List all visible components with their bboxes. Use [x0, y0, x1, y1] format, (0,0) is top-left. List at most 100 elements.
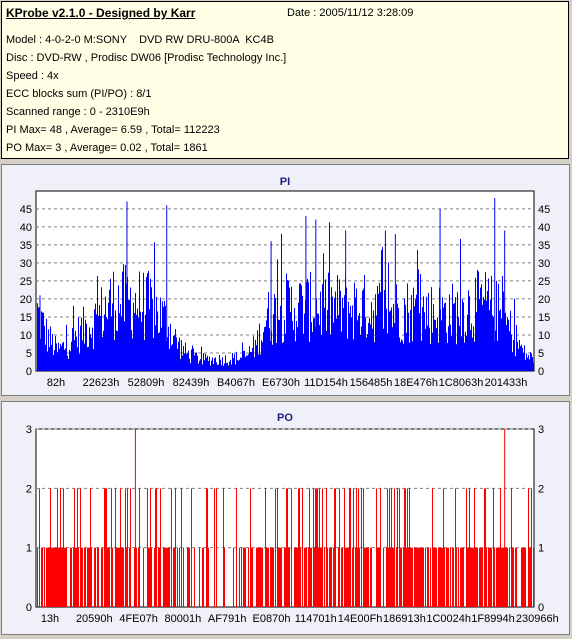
po-bar [484, 488, 485, 607]
po-bar [322, 488, 323, 607]
po-bar [245, 547, 246, 607]
po-bar [111, 488, 112, 607]
pi-bar [61, 346, 62, 371]
pi-bar [109, 289, 110, 371]
x-tick-label: 1F8994h [471, 613, 514, 625]
po-bar [52, 547, 53, 607]
pi-bar [174, 335, 175, 371]
pi-bar [407, 283, 408, 371]
pi-bar [87, 347, 88, 371]
pi-bar [172, 344, 173, 371]
pi-bar [520, 346, 521, 371]
pi-bar [335, 291, 336, 371]
po-bar [130, 488, 131, 607]
po-bar [257, 547, 258, 607]
pi-bar [213, 363, 214, 371]
po-bar [239, 547, 240, 607]
pi-bar [329, 222, 330, 371]
pi-bar [298, 302, 299, 371]
pi-bar [481, 284, 482, 371]
pi-bar [453, 303, 454, 371]
pi-bar [216, 362, 217, 371]
po-bar [367, 547, 368, 607]
pi-bar [522, 347, 523, 371]
po-bar [143, 547, 144, 607]
pi-bar [480, 287, 481, 371]
pi-bar [518, 348, 519, 371]
pi-bar [261, 340, 262, 371]
pi-chart: PI 0 0 5 5 10 10 15 15 20 20 25 25 30 30 35 35 40 40 45 45 82… [20, 176, 551, 389]
pi-bar [181, 340, 182, 371]
pi-bar [475, 277, 476, 371]
po-bar [376, 488, 377, 607]
pi-bar [224, 363, 225, 371]
x-tick-label: 1C0024h [426, 613, 471, 625]
po-bar [408, 547, 409, 607]
pi-bar [357, 320, 358, 371]
pi-bar [123, 264, 124, 371]
y-tick-label-right: 10 [538, 330, 550, 342]
pi-bar [98, 315, 99, 371]
po-bar [448, 547, 449, 607]
po-bar [489, 547, 490, 607]
po-bar [191, 488, 192, 607]
pi-bar [81, 317, 82, 371]
pi-bar [533, 362, 534, 371]
pi-bar [218, 364, 219, 371]
pi-bar [168, 326, 169, 371]
po-bar [380, 488, 381, 607]
po-bar [174, 547, 175, 607]
po-bar [516, 547, 517, 607]
pi-bar [195, 352, 196, 371]
po-bar [167, 547, 168, 607]
po-bars [37, 429, 534, 607]
po-bar [411, 547, 412, 607]
po-bar [383, 547, 384, 607]
po-bar [187, 547, 188, 607]
pi-bar [374, 342, 375, 371]
x-tick-label: 186913h [383, 613, 426, 625]
pi-bar [323, 253, 324, 371]
po-bar [479, 547, 480, 607]
x-tick-label: 11D154h [304, 377, 348, 389]
pi-bar [282, 342, 283, 371]
po-bar [244, 547, 245, 607]
pi-bar [373, 310, 374, 371]
pi-bar [110, 278, 111, 371]
po-bar [485, 488, 486, 607]
pi-bar [44, 325, 45, 371]
po-bar [233, 547, 234, 607]
po-bar [511, 488, 512, 607]
pi-bar [463, 302, 464, 371]
pi-bar [78, 317, 79, 371]
pi-bar [343, 307, 344, 371]
pi-bar [90, 334, 91, 371]
pi-bar [226, 363, 227, 371]
po-bar [151, 547, 152, 607]
po-bar [48, 547, 49, 607]
pi-bar [436, 327, 437, 371]
po-bar [270, 547, 271, 607]
pi-bar [164, 300, 165, 371]
po-bar [289, 547, 290, 607]
po-bar [324, 547, 325, 607]
pi-bar [366, 337, 367, 371]
po-bar [216, 488, 217, 607]
pi-bar [248, 354, 249, 371]
pi-bar [485, 272, 486, 371]
po-bar [261, 547, 262, 607]
y-tick-label-right: 3 [538, 424, 544, 436]
pi-bar [200, 359, 201, 371]
pi-bar [455, 297, 456, 371]
pi-bar [155, 325, 156, 371]
po-bar [313, 488, 314, 607]
po-bar [530, 547, 531, 607]
pi-bar [257, 330, 258, 371]
pi-bar [143, 272, 144, 371]
pi-bar [409, 342, 410, 371]
pi-bar [176, 337, 177, 371]
pi-bar [274, 293, 275, 371]
po-bar [342, 547, 343, 607]
po-bar [329, 547, 330, 607]
po-bar [319, 488, 320, 607]
